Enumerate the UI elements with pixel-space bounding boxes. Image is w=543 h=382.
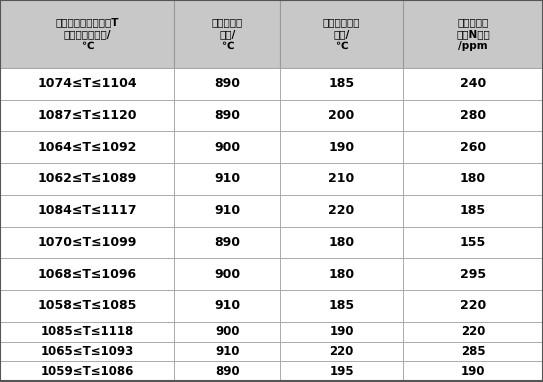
Text: 280: 280 — [460, 109, 486, 122]
Bar — [280, 163, 403, 195]
Text: 185: 185 — [460, 204, 486, 217]
Bar — [0, 68, 174, 100]
Bar — [174, 227, 280, 258]
Text: 260: 260 — [460, 141, 486, 154]
Text: 1070≤T≤1099: 1070≤T≤1099 — [37, 236, 137, 249]
Bar — [403, 0, 543, 68]
Bar — [0, 0, 174, 68]
Text: 900: 900 — [215, 325, 239, 338]
Text: 890: 890 — [215, 365, 239, 378]
Bar — [403, 227, 543, 258]
Bar — [0, 227, 174, 258]
Bar — [174, 195, 280, 227]
Text: 1074≤T≤1104: 1074≤T≤1104 — [37, 77, 137, 91]
Text: 220: 220 — [461, 325, 485, 338]
Text: 240: 240 — [460, 77, 486, 91]
Bar — [403, 342, 543, 361]
Bar — [174, 290, 280, 322]
Text: 1068≤T≤1096: 1068≤T≤1096 — [37, 267, 137, 281]
Bar — [0, 163, 174, 195]
Bar — [403, 322, 543, 342]
Bar — [0, 100, 174, 131]
Text: 900: 900 — [214, 267, 240, 281]
Text: 195: 195 — [329, 365, 354, 378]
Text: 890: 890 — [214, 236, 240, 249]
Text: 190: 190 — [460, 365, 485, 378]
Bar — [403, 131, 543, 163]
Text: 910: 910 — [214, 299, 240, 312]
Bar — [280, 68, 403, 100]
Text: 185: 185 — [329, 299, 355, 312]
Text: 1087≤T≤1120: 1087≤T≤1120 — [37, 109, 137, 122]
Bar — [403, 195, 543, 227]
Bar — [0, 361, 174, 381]
Bar — [0, 290, 174, 322]
Bar — [174, 322, 280, 342]
Text: 910: 910 — [214, 172, 240, 186]
Bar — [280, 361, 403, 381]
Bar — [403, 100, 543, 131]
Text: 185: 185 — [329, 77, 355, 91]
Text: 910: 910 — [215, 345, 239, 358]
Text: 渗氮退火后
钢板N含量
/ppm: 渗氮退火后 钢板N含量 /ppm — [456, 18, 490, 50]
Bar — [403, 163, 543, 195]
Bar — [280, 131, 403, 163]
Text: 910: 910 — [214, 204, 240, 217]
Bar — [280, 227, 403, 258]
Text: 190: 190 — [329, 325, 354, 338]
Text: 155: 155 — [460, 236, 486, 249]
Text: 冷轧时效轧制
温度/
℃: 冷轧时效轧制 温度/ ℃ — [323, 18, 360, 50]
Text: 220: 220 — [329, 204, 355, 217]
Bar — [0, 258, 174, 290]
Text: 1064≤T≤1092: 1064≤T≤1092 — [37, 141, 137, 154]
Bar — [174, 100, 280, 131]
Text: 210: 210 — [329, 172, 355, 186]
Text: 常化第一段钢板温度T
的理论控制范围/
℃: 常化第一段钢板温度T 的理论控制范围/ ℃ — [55, 18, 119, 50]
Text: 1062≤T≤1089: 1062≤T≤1089 — [37, 172, 137, 186]
Bar — [0, 342, 174, 361]
Text: 890: 890 — [214, 109, 240, 122]
Bar — [174, 258, 280, 290]
Text: 220: 220 — [460, 299, 486, 312]
Text: 1059≤T≤1086: 1059≤T≤1086 — [41, 365, 134, 378]
Text: 295: 295 — [460, 267, 486, 281]
Bar — [174, 163, 280, 195]
Bar — [174, 131, 280, 163]
Bar — [280, 342, 403, 361]
Bar — [403, 68, 543, 100]
Text: 900: 900 — [214, 141, 240, 154]
Bar — [280, 0, 403, 68]
Text: 890: 890 — [214, 77, 240, 91]
Bar — [174, 361, 280, 381]
Bar — [280, 195, 403, 227]
Bar — [0, 131, 174, 163]
Text: 220: 220 — [330, 345, 353, 358]
Bar — [403, 290, 543, 322]
Text: 180: 180 — [329, 236, 355, 249]
Bar — [280, 258, 403, 290]
Bar — [174, 342, 280, 361]
Bar — [280, 100, 403, 131]
Bar — [174, 0, 280, 68]
Text: 1058≤T≤1085: 1058≤T≤1085 — [37, 299, 137, 312]
Text: 180: 180 — [460, 172, 486, 186]
Bar — [0, 195, 174, 227]
Text: 180: 180 — [329, 267, 355, 281]
Bar — [280, 290, 403, 322]
Text: 常化第二段
温度/
℃: 常化第二段 温度/ ℃ — [212, 18, 243, 50]
Text: 200: 200 — [329, 109, 355, 122]
Text: 1065≤T≤1093: 1065≤T≤1093 — [41, 345, 134, 358]
Text: 285: 285 — [460, 345, 485, 358]
Bar — [403, 361, 543, 381]
Bar — [174, 68, 280, 100]
Bar — [280, 322, 403, 342]
Text: 190: 190 — [329, 141, 355, 154]
Bar — [403, 258, 543, 290]
Text: 1084≤T≤1117: 1084≤T≤1117 — [37, 204, 137, 217]
Bar — [0, 322, 174, 342]
Text: 1085≤T≤1118: 1085≤T≤1118 — [41, 325, 134, 338]
